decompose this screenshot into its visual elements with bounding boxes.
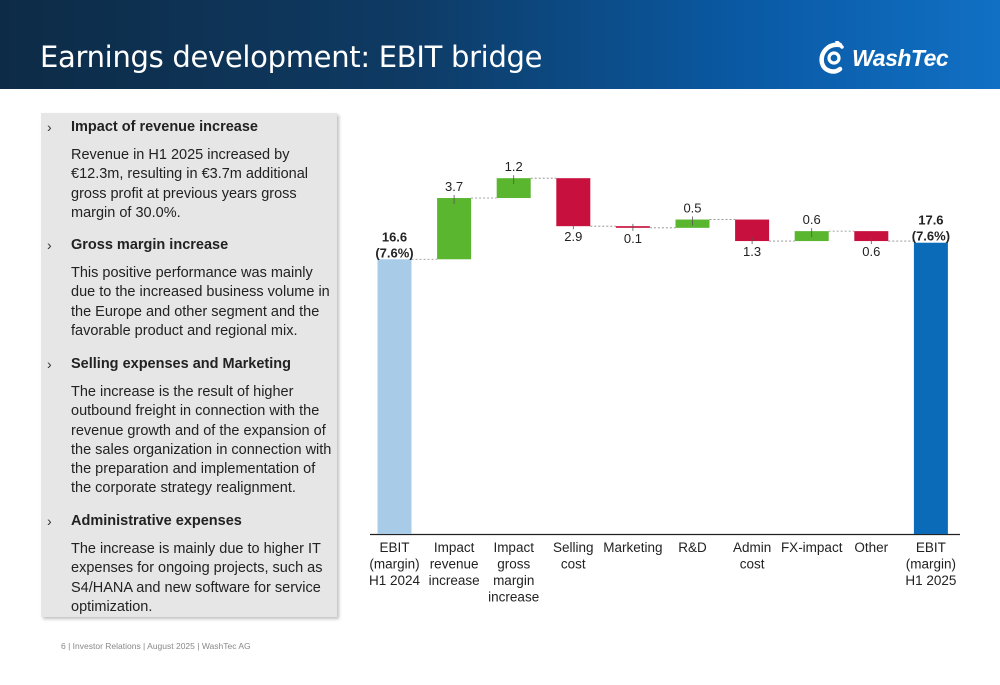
category-label: (margin)	[370, 557, 420, 572]
bar	[437, 198, 472, 260]
bullet-icon: ›	[47, 119, 52, 135]
category-label: gross	[497, 557, 530, 572]
bar	[496, 178, 531, 199]
data-label: 0.1	[624, 231, 642, 246]
ebit-bridge-chart: 16.6(7.6%)EBIT(margin)H1 20243.7Impactre…	[370, 159, 960, 605]
data-label: 0.5	[683, 201, 701, 216]
data-label: 1.2	[505, 159, 523, 174]
category-label: EBIT	[379, 540, 409, 555]
category-label: revenue	[430, 557, 479, 572]
category-label: cost	[561, 557, 586, 572]
category-label: Selling	[553, 540, 594, 555]
data-label: 0.6	[862, 244, 880, 259]
section-text: This positive performance was mainly due…	[71, 265, 330, 339]
logo-text: WashTec	[852, 44, 949, 71]
data-label: 0.6	[803, 212, 821, 227]
bar	[735, 219, 770, 242]
section-heading: Administrative expenses	[71, 513, 242, 529]
data-label: 17.6	[918, 213, 943, 228]
section-heading: Gross margin increase	[71, 237, 229, 253]
category-label: FX-impact	[781, 540, 843, 555]
category-label: Admin	[733, 540, 771, 555]
category-label: R&D	[678, 540, 707, 555]
bullet-icon: ›	[47, 237, 52, 253]
category-label: Other	[854, 540, 888, 555]
category-label: H1 2024	[370, 573, 421, 588]
bullet-icon: ›	[47, 513, 52, 529]
section-text: The increase is mainly due to higher IT …	[71, 541, 323, 615]
bar	[556, 178, 591, 227]
bullet-icon: ›	[47, 356, 52, 372]
category-label: Impact	[493, 540, 534, 555]
page-title: Earnings development: EBIT bridge	[40, 40, 543, 74]
washtec-logo: WashTec	[818, 40, 949, 76]
bar	[377, 259, 412, 534]
commentary-panel	[41, 113, 337, 617]
category-label: Impact	[434, 540, 475, 555]
category-label: Marketing	[603, 540, 662, 555]
data-label: 2.9	[564, 229, 582, 244]
section-text: Revenue in H1 2025 increased by €12.3m, …	[71, 147, 308, 221]
category-label: margin	[493, 573, 534, 588]
data-label: 1.3	[743, 244, 761, 259]
section-heading: Impact of revenue increase	[71, 119, 258, 135]
data-label: (7.6%)	[375, 245, 413, 260]
bar	[913, 242, 948, 534]
bar	[854, 231, 889, 242]
section-heading: Selling expenses and Marketing	[71, 356, 291, 372]
data-label: 16.6	[382, 229, 407, 244]
category-label: EBIT	[916, 540, 946, 555]
category-label: increase	[488, 590, 539, 605]
washtec-logo-icon	[819, 41, 844, 74]
category-label: H1 2025	[905, 573, 956, 588]
data-label: (7.6%)	[912, 229, 950, 244]
category-label: (margin)	[906, 557, 956, 572]
category-label: cost	[740, 557, 765, 572]
section-text: The increase is the result of higher out…	[71, 384, 332, 497]
footer-text: 6 | Investor Relations | August 2025 | W…	[61, 641, 251, 651]
data-label: 3.7	[445, 179, 463, 194]
category-label: increase	[429, 573, 480, 588]
